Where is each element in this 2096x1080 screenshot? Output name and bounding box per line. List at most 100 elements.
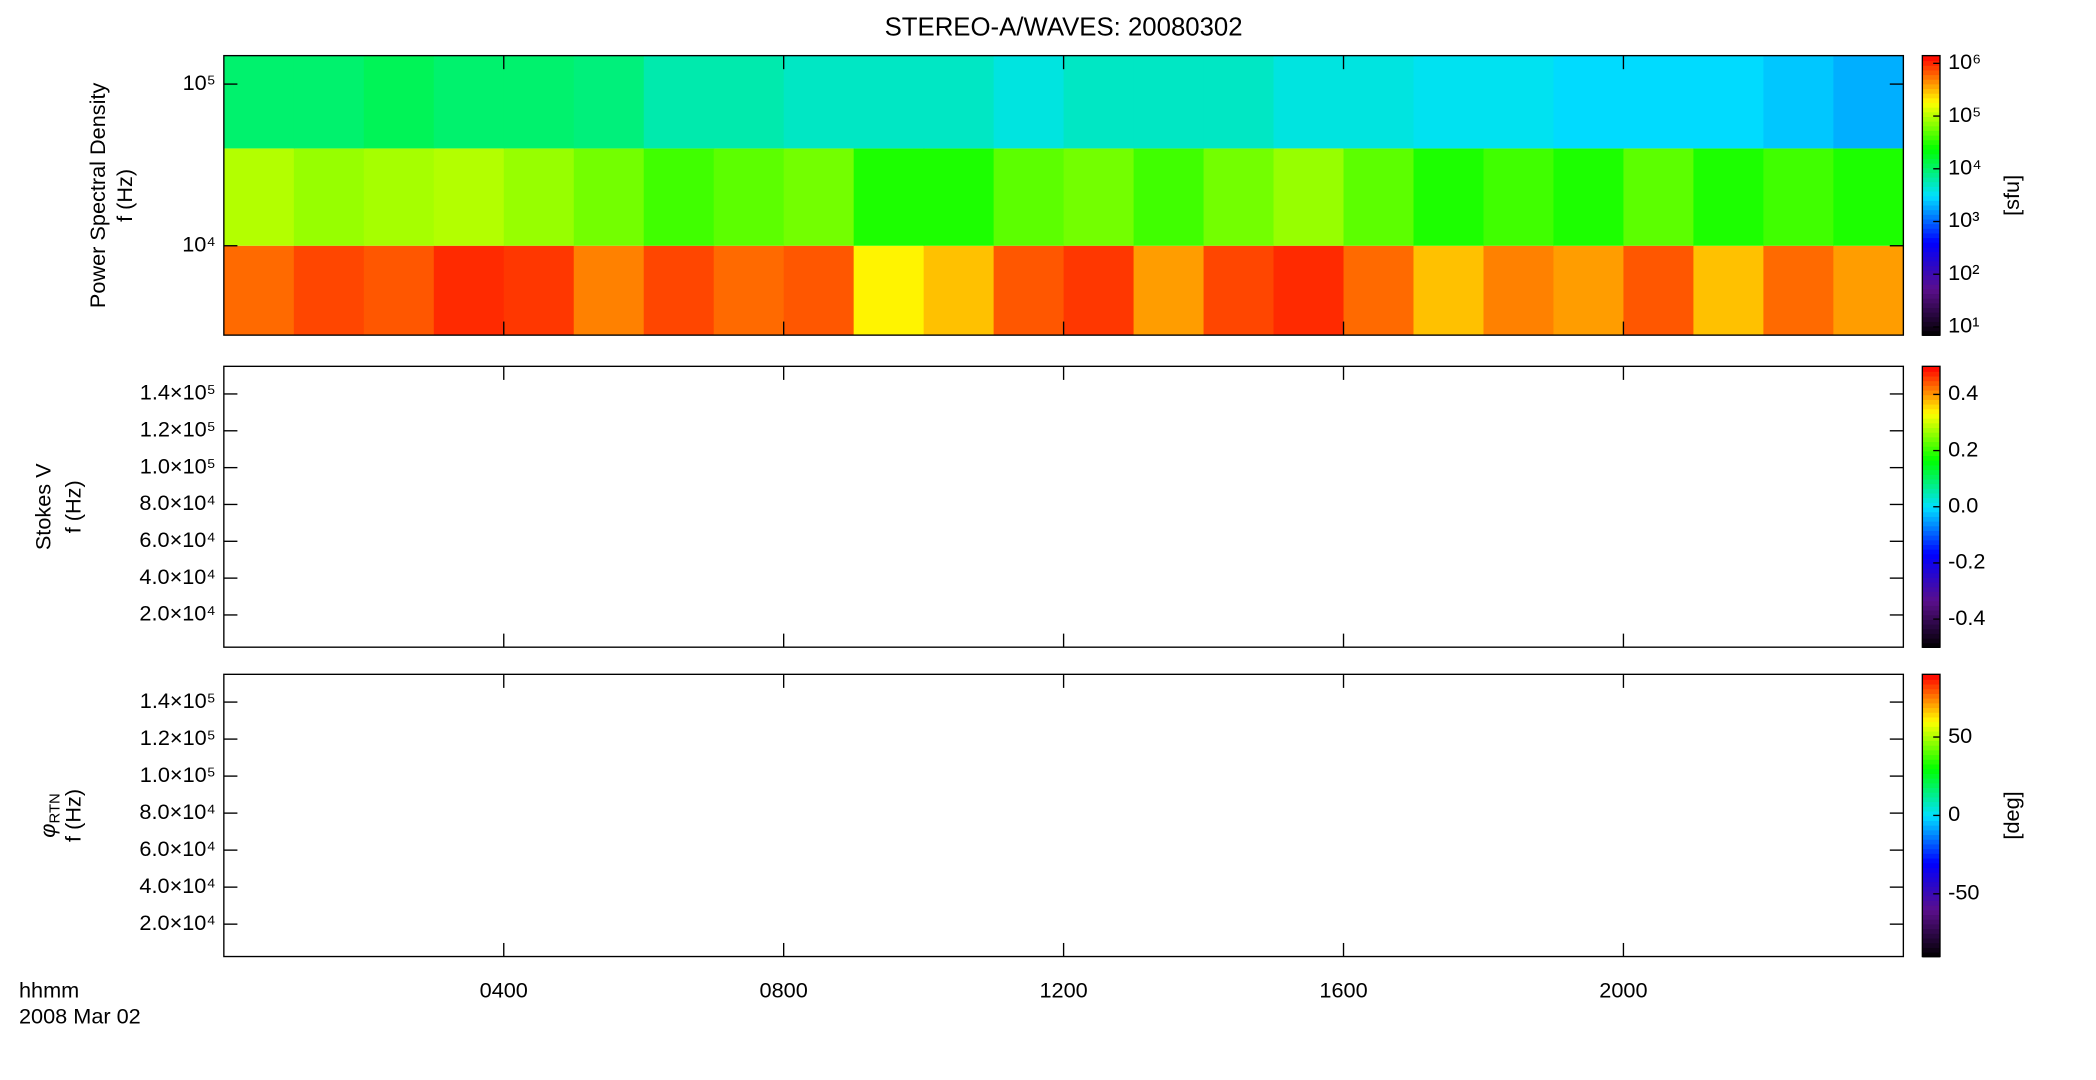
colorbar-swatch [1922, 525, 1940, 531]
colorbar-swatch [1922, 455, 1940, 461]
heatmap-cell [1483, 55, 1555, 149]
colorbar-swatch [1922, 853, 1940, 859]
heatmap-cell [1483, 245, 1555, 336]
y-axis-label: f (Hz) [112, 169, 137, 222]
colorbar-swatch [1922, 716, 1940, 723]
colorbar-swatch [1922, 269, 1940, 276]
colorbar-swatch [1922, 260, 1940, 267]
colorbar-tick-label: 10³ [1948, 207, 1979, 232]
heatmap-cell [713, 55, 785, 149]
date-label: 2008 Mar 02 [19, 1003, 141, 1028]
heatmap-cell [853, 55, 925, 149]
heatmap-cell [1413, 245, 1485, 336]
colorbar-swatch [1922, 838, 1940, 845]
colorbar-swatch [1922, 890, 1940, 897]
colorbar-swatch [1922, 876, 1940, 883]
y-tick-label: 6.0×10⁴ [139, 836, 215, 861]
colorbar-label: [deg] [1999, 791, 2024, 839]
colorbar-tick-label: 50 [1948, 723, 1972, 748]
colorbar-swatch [1922, 399, 1940, 405]
colorbar-swatch [1922, 848, 1940, 854]
colorbar-swatch [1922, 885, 1940, 892]
colorbar-swatch [1922, 683, 1940, 690]
heatmap-cell [993, 245, 1065, 336]
colorbar-swatch [1922, 307, 1940, 313]
heatmap-cell [1693, 245, 1765, 336]
colorbar-swatch [1922, 595, 1940, 602]
heatmap-cell [713, 148, 785, 246]
colorbar-swatch [1922, 674, 1940, 680]
colorbar-swatch [1922, 721, 1940, 727]
colorbar-swatch [1922, 223, 1940, 229]
x-tick-label: 1200 [1039, 978, 1087, 1003]
plot-frame [223, 365, 1905, 648]
colorbar-swatch [1922, 167, 1940, 173]
colorbar-swatch [1922, 316, 1940, 322]
colorbar-swatch [1922, 633, 1940, 639]
colorbar-swatch [1922, 862, 1940, 868]
colorbar-swatch [1922, 605, 1940, 611]
colorbar-swatch [1922, 366, 1940, 372]
colorbar-swatch [1922, 413, 1940, 419]
colorbar-tick-label: 10⁵ [1948, 102, 1981, 127]
colorbar-swatch [1922, 69, 1940, 76]
colorbar-swatch [1922, 506, 1940, 513]
heatmap-cell [433, 245, 505, 336]
colorbar-swatch [1922, 78, 1940, 85]
y-tick-label: 6.0×10⁴ [139, 527, 215, 552]
colorbar-swatch [1922, 586, 1940, 592]
colorbar-swatch [1922, 274, 1940, 281]
colorbar-label: [sfu] [1999, 175, 2024, 216]
colorbar-swatch [1922, 820, 1940, 826]
heatmap-cell [503, 148, 575, 246]
colorbar-swatch [1922, 796, 1940, 803]
y-tick-label: 8.0×10⁴ [139, 799, 215, 824]
colorbar-swatch [1922, 255, 1940, 262]
colorbar-swatch [1922, 227, 1940, 234]
colorbar-swatch [1922, 923, 1940, 930]
colorbar-swatch [1922, 900, 1940, 906]
colorbar-swatch [1922, 614, 1940, 620]
heatmap-cell [1203, 148, 1275, 246]
colorbar-swatch [1922, 204, 1940, 211]
heatmap-cell [713, 245, 785, 336]
y-tick-label: 4.0×10⁴ [139, 873, 215, 898]
colorbar-swatch [1922, 427, 1940, 433]
colorbar-swatch [1922, 403, 1940, 410]
colorbar-swatch [1922, 311, 1940, 318]
colorbar-swatch [1922, 553, 1940, 560]
colorbar-swatch [1922, 125, 1940, 131]
colorbar-swatch [1922, 488, 1940, 494]
heatmap-cell [1273, 55, 1345, 149]
colorbar-swatch [1922, 516, 1940, 522]
colorbar-swatch [1922, 834, 1940, 840]
colorbar-tick-label: 0.4 [1948, 380, 1978, 405]
colorbar-swatch [1922, 904, 1940, 911]
heatmap-cell [1273, 245, 1345, 336]
colorbar-swatch [1922, 134, 1940, 141]
heatmap-cell [783, 148, 855, 246]
heatmap-cell [1693, 55, 1765, 149]
colorbar-swatch [1922, 450, 1940, 457]
colorbar-swatch [1922, 539, 1940, 546]
colorbar-frame [1921, 54, 1941, 336]
colorbar-swatch [1922, 172, 1940, 178]
heatmap-cell [1133, 148, 1205, 246]
heatmap-cell [1833, 55, 1905, 149]
heatmap-cell [1273, 148, 1345, 246]
heatmap-cell [923, 55, 995, 149]
colorbar-swatch [1922, 942, 1940, 948]
heatmap-cell [363, 55, 435, 149]
heatmap-cell [293, 55, 365, 149]
colorbar-tick-label: 0 [1948, 801, 1960, 826]
colorbar-swatch [1922, 265, 1940, 271]
heatmap-cell [1833, 148, 1905, 246]
colorbar-swatch [1922, 60, 1940, 66]
colorbar-swatch [1922, 120, 1940, 127]
colorbar-swatch [1922, 530, 1940, 536]
colorbar-swatch [1922, 581, 1940, 588]
heatmap-cell [1063, 148, 1135, 246]
heatmap-cell [1063, 245, 1135, 336]
y-axis-label: f (Hz) [60, 480, 85, 533]
